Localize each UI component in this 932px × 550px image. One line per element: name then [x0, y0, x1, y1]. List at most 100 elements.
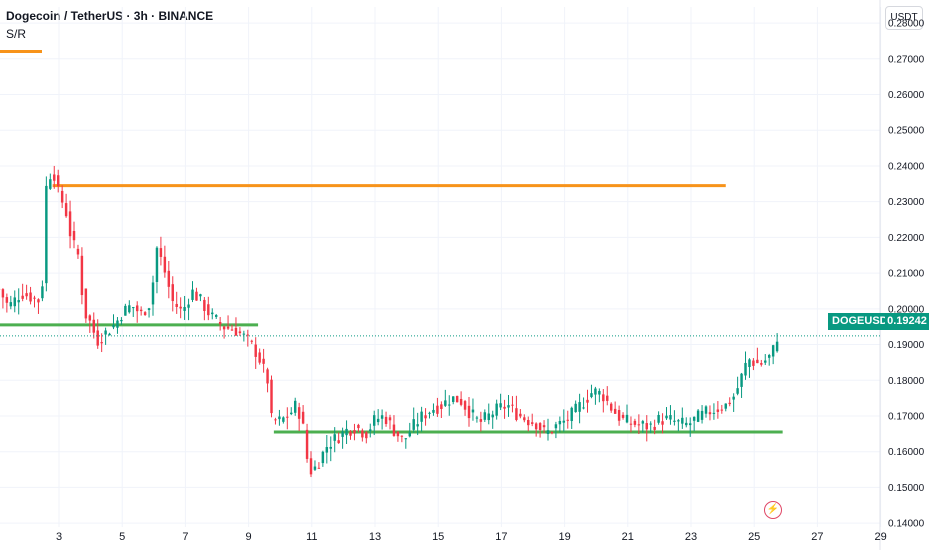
candle-body [21, 295, 24, 299]
candle-body [60, 190, 64, 203]
candle-body [752, 360, 755, 366]
candle-body [475, 417, 479, 419]
candle-body [282, 417, 285, 422]
candle-body [112, 324, 115, 328]
candle-body [128, 305, 131, 313]
candle-body [171, 284, 174, 302]
candle-body [155, 247, 159, 283]
candle-body [538, 423, 542, 431]
candle-body [246, 334, 250, 336]
candle-body [775, 341, 779, 352]
candle-body [554, 424, 558, 429]
candle-body [444, 400, 447, 406]
candle-body [685, 422, 688, 426]
candle-body [455, 395, 459, 403]
candle-body [673, 420, 676, 422]
indicator-label[interactable]: S/R [6, 27, 27, 41]
candle-body [357, 424, 360, 429]
candle-body [175, 303, 178, 308]
candle-body [92, 319, 95, 333]
candle-body [266, 369, 269, 384]
candle-body [139, 309, 143, 312]
candle-body [661, 421, 664, 425]
candle-body [337, 440, 340, 444]
candle-body [13, 297, 16, 307]
candle-body [1, 289, 5, 298]
candle-body [621, 414, 625, 418]
candle-body [764, 360, 767, 363]
candle-body [167, 270, 171, 287]
candle-body [720, 409, 724, 411]
x-tick-label: 15 [432, 531, 444, 543]
candle-body [329, 446, 332, 449]
candle-body [681, 417, 684, 424]
candle-body [558, 420, 562, 425]
x-tick-label: 13 [369, 531, 381, 543]
candle-body [80, 255, 84, 296]
candle-body [645, 423, 648, 430]
y-tick-label: 0.17000 [888, 411, 925, 422]
candle-body [617, 410, 621, 421]
candle-body [254, 344, 257, 357]
candle-body [313, 466, 317, 470]
chart-title: Dogecoin / TetherUS · 3h · BINANCE [6, 9, 214, 23]
candle-body [321, 451, 325, 464]
candle-body [345, 428, 348, 436]
candle-body [53, 174, 56, 181]
candle-body [278, 416, 281, 420]
candle-body [37, 299, 40, 303]
y-tick-label: 0.25000 [888, 126, 925, 137]
candle-body [191, 289, 194, 300]
currency-unit-button[interactable]: USDT [885, 6, 923, 30]
candle-body [72, 230, 76, 241]
candle-body [297, 407, 301, 419]
candle-body [598, 390, 601, 395]
candle-body [412, 419, 415, 430]
indicator-color-swatch [0, 50, 42, 53]
candle-body [696, 410, 700, 422]
candle-body [609, 403, 613, 411]
candle-body [64, 203, 68, 217]
candle-body [416, 424, 419, 427]
candle-body [503, 406, 506, 409]
x-tick-label: 11 [306, 531, 317, 543]
candle-body [586, 399, 589, 403]
candle-body [507, 405, 510, 408]
candle-body [677, 420, 680, 422]
candle-body [712, 412, 716, 414]
candle-body [41, 286, 44, 299]
candle-body [523, 417, 526, 421]
candle-body [270, 379, 273, 414]
x-tick-label: 25 [748, 531, 760, 543]
candle-body [365, 432, 368, 439]
candle-body [218, 321, 222, 325]
y-tick-label: 0.18000 [888, 376, 925, 387]
candle-body [230, 329, 234, 331]
candle-body [9, 302, 13, 307]
candle-body [657, 414, 660, 423]
candle-body [424, 415, 427, 419]
candle-body [301, 411, 305, 424]
candle-body [570, 407, 573, 422]
candle-body [436, 405, 439, 414]
candle-body [574, 403, 577, 413]
candle-body [333, 434, 336, 441]
candle-body [5, 297, 9, 303]
y-tick-label: 0.24000 [888, 161, 925, 172]
candle-body [716, 409, 720, 412]
candle-body [214, 315, 218, 317]
candle-body [740, 373, 743, 387]
lightning-icon[interactable]: ⚡ [764, 501, 782, 519]
x-tick-label: 5 [119, 531, 125, 543]
candle-body [451, 396, 455, 402]
candle-body [100, 342, 103, 344]
y-tick-label: 0.22000 [888, 233, 925, 244]
candle-body [459, 398, 463, 405]
candle-body [222, 326, 226, 330]
candle-body [637, 424, 641, 426]
x-tick-label: 17 [495, 531, 507, 543]
candle-body [341, 431, 344, 437]
candle-body [238, 331, 242, 334]
candle-body [708, 412, 712, 415]
